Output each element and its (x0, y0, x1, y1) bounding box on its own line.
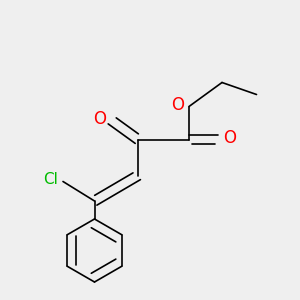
Text: O: O (171, 96, 184, 114)
Text: O: O (93, 110, 106, 128)
Text: Cl: Cl (43, 172, 58, 188)
Text: O: O (224, 129, 237, 147)
